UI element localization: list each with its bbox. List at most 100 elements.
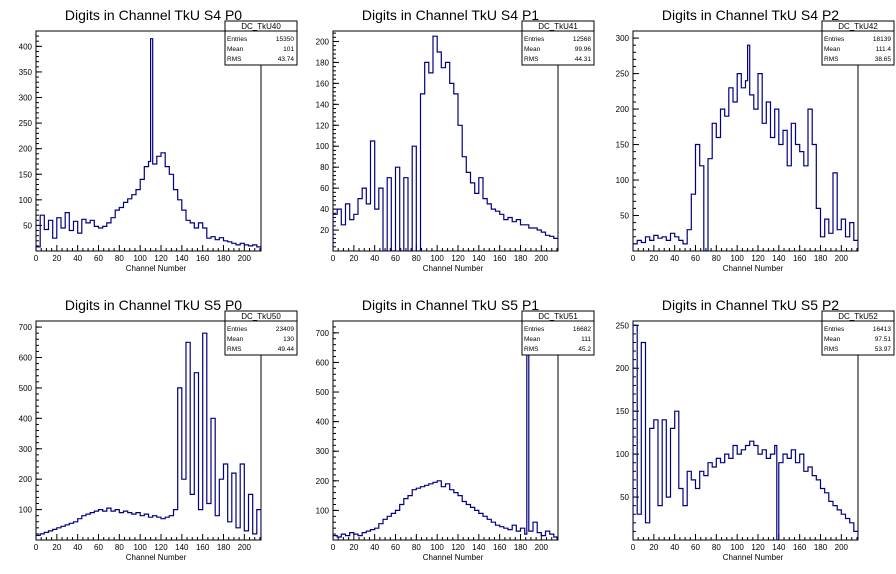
plot-frame [35, 30, 262, 252]
x-tick-label: 40 [73, 254, 82, 263]
x-axis-label: Channel Number [423, 264, 484, 273]
stats-label-rms: RMS [227, 346, 242, 353]
x-tick-label: 0 [331, 543, 336, 552]
x-tick-label: 80 [115, 254, 124, 263]
y-tick-label: 160 [316, 79, 330, 88]
chart-title: Digits in Channel TkU S5 P0 [65, 297, 242, 313]
x-tick-label: 140 [772, 254, 786, 263]
x-tick-label: 60 [94, 543, 103, 552]
stats-value-mean: 101 [283, 46, 294, 53]
y-tick-label: 250 [19, 119, 33, 128]
y-tick-label: 150 [19, 170, 33, 179]
stats-value-mean: 111.4 [876, 46, 892, 53]
stats-name: DC_TkU42 [838, 22, 878, 31]
stats-value-entries: 12568 [573, 36, 591, 43]
x-tick-label: 140 [175, 254, 189, 263]
x-tick-label: 20 [349, 254, 358, 263]
stats-label-mean: Mean [824, 46, 841, 53]
stats-label-entries: Entries [524, 36, 545, 43]
x-tick-label: 100 [730, 254, 744, 263]
stats-box-frame [224, 20, 298, 66]
y-tick-label: 400 [19, 414, 33, 423]
x-axis-label: Channel Number [723, 553, 784, 562]
stats-box: DC_TkU50 Entries 23409 Mean 130 RMS 49.44 [224, 310, 298, 356]
y-tick-label: 700 [316, 329, 330, 338]
x-tick-label: 60 [391, 254, 400, 263]
stats-value-rms: 53.97 [875, 346, 892, 353]
stats-value-entries: 23409 [276, 326, 294, 333]
stats-value-mean: 130 [283, 336, 294, 343]
x-axis-label: Channel Number [126, 553, 187, 562]
x-axis-label: Channel Number [423, 553, 484, 562]
plot-frame [632, 30, 859, 252]
histogram-series [333, 326, 558, 540]
stats-value-rms: 38.65 [875, 56, 892, 63]
x-axis-label: Channel Number [126, 264, 187, 273]
stats-name: DC_TkU51 [538, 312, 578, 321]
stats-value-rms: 43.74 [278, 56, 295, 63]
x-tick-label: 80 [412, 254, 421, 263]
x-tick-label: 160 [196, 543, 210, 552]
x-tick-label: 180 [514, 543, 528, 552]
x-tick-label: 140 [472, 254, 486, 263]
y-tick-label: 150 [616, 141, 630, 150]
stats-value-mean: 111 [581, 336, 591, 343]
chart-title: Digits in Channel TkU S4 P2 [662, 7, 839, 23]
x-tick-label: 120 [751, 254, 765, 263]
stats-box-frame [521, 20, 595, 66]
y-tick-label: 200 [616, 364, 630, 373]
stats-box-frame [821, 20, 895, 66]
x-tick-label: 160 [793, 543, 807, 552]
y-tick-label: 400 [19, 42, 33, 51]
y-tick-label: 400 [316, 418, 330, 427]
x-tick-label: 180 [814, 254, 828, 263]
x-tick-label: 140 [772, 543, 786, 552]
x-tick-label: 20 [52, 254, 61, 263]
histogram-series [333, 35, 558, 251]
x-tick-label: 120 [451, 543, 465, 552]
stats-value-entries: 15350 [276, 36, 294, 43]
x-tick-label: 0 [34, 254, 39, 263]
y-tick-label: 140 [316, 100, 330, 109]
y-tick-label: 200 [19, 145, 33, 154]
chart-title: Digits in Channel TkU S4 P0 [65, 7, 242, 23]
x-tick-label: 20 [649, 254, 658, 263]
y-tick-label: 350 [19, 68, 33, 77]
x-tick-label: 200 [835, 254, 849, 263]
y-tick-label: 200 [616, 105, 630, 114]
y-tick-label: 60 [320, 184, 329, 193]
stats-value-rms: 49.44 [278, 346, 295, 353]
x-tick-label: 80 [115, 543, 124, 552]
x-tick-label: 0 [631, 254, 636, 263]
stats-label-mean: Mean [524, 46, 541, 53]
y-tick-label: 150 [616, 407, 630, 416]
stats-label-rms: RMS [524, 56, 539, 63]
y-tick-label: 200 [316, 477, 330, 486]
stats-value-mean: 99.96 [575, 46, 592, 53]
x-tick-label: 160 [493, 543, 507, 552]
stats-label-entries: Entries [824, 36, 845, 43]
x-tick-label: 20 [349, 543, 358, 552]
plot-frame [332, 30, 559, 252]
stats-value-entries: 16413 [873, 326, 891, 333]
y-tick-label: 100 [316, 506, 330, 515]
x-tick-label: 80 [712, 543, 721, 552]
x-tick-label: 40 [670, 543, 679, 552]
stats-label-entries: Entries [824, 326, 845, 333]
stats-name: DC_TkU50 [241, 312, 281, 321]
y-tick-label: 600 [19, 354, 33, 363]
histogram-panel: Digits in Channel TkU S5 P0 0 20 40 60 80 100 1… [19, 297, 298, 562]
y-tick-label: 100 [616, 450, 630, 459]
y-tick-label: 700 [19, 323, 33, 332]
histogram-series [633, 324, 858, 540]
x-tick-label: 200 [835, 543, 849, 552]
y-tick-label: 100 [616, 176, 630, 185]
y-tick-label: 250 [616, 70, 630, 79]
stats-box-frame [224, 310, 298, 356]
x-axis-label: Channel Number [723, 264, 784, 273]
stats-box: DC_TkU51 Entries 16682 Mean 111 RMS 45.2 [521, 310, 595, 356]
stats-box-frame [521, 310, 595, 356]
x-tick-label: 200 [238, 254, 252, 263]
x-tick-label: 100 [133, 254, 147, 263]
chart-title: Digits in Channel TkU S5 P1 [362, 297, 539, 313]
